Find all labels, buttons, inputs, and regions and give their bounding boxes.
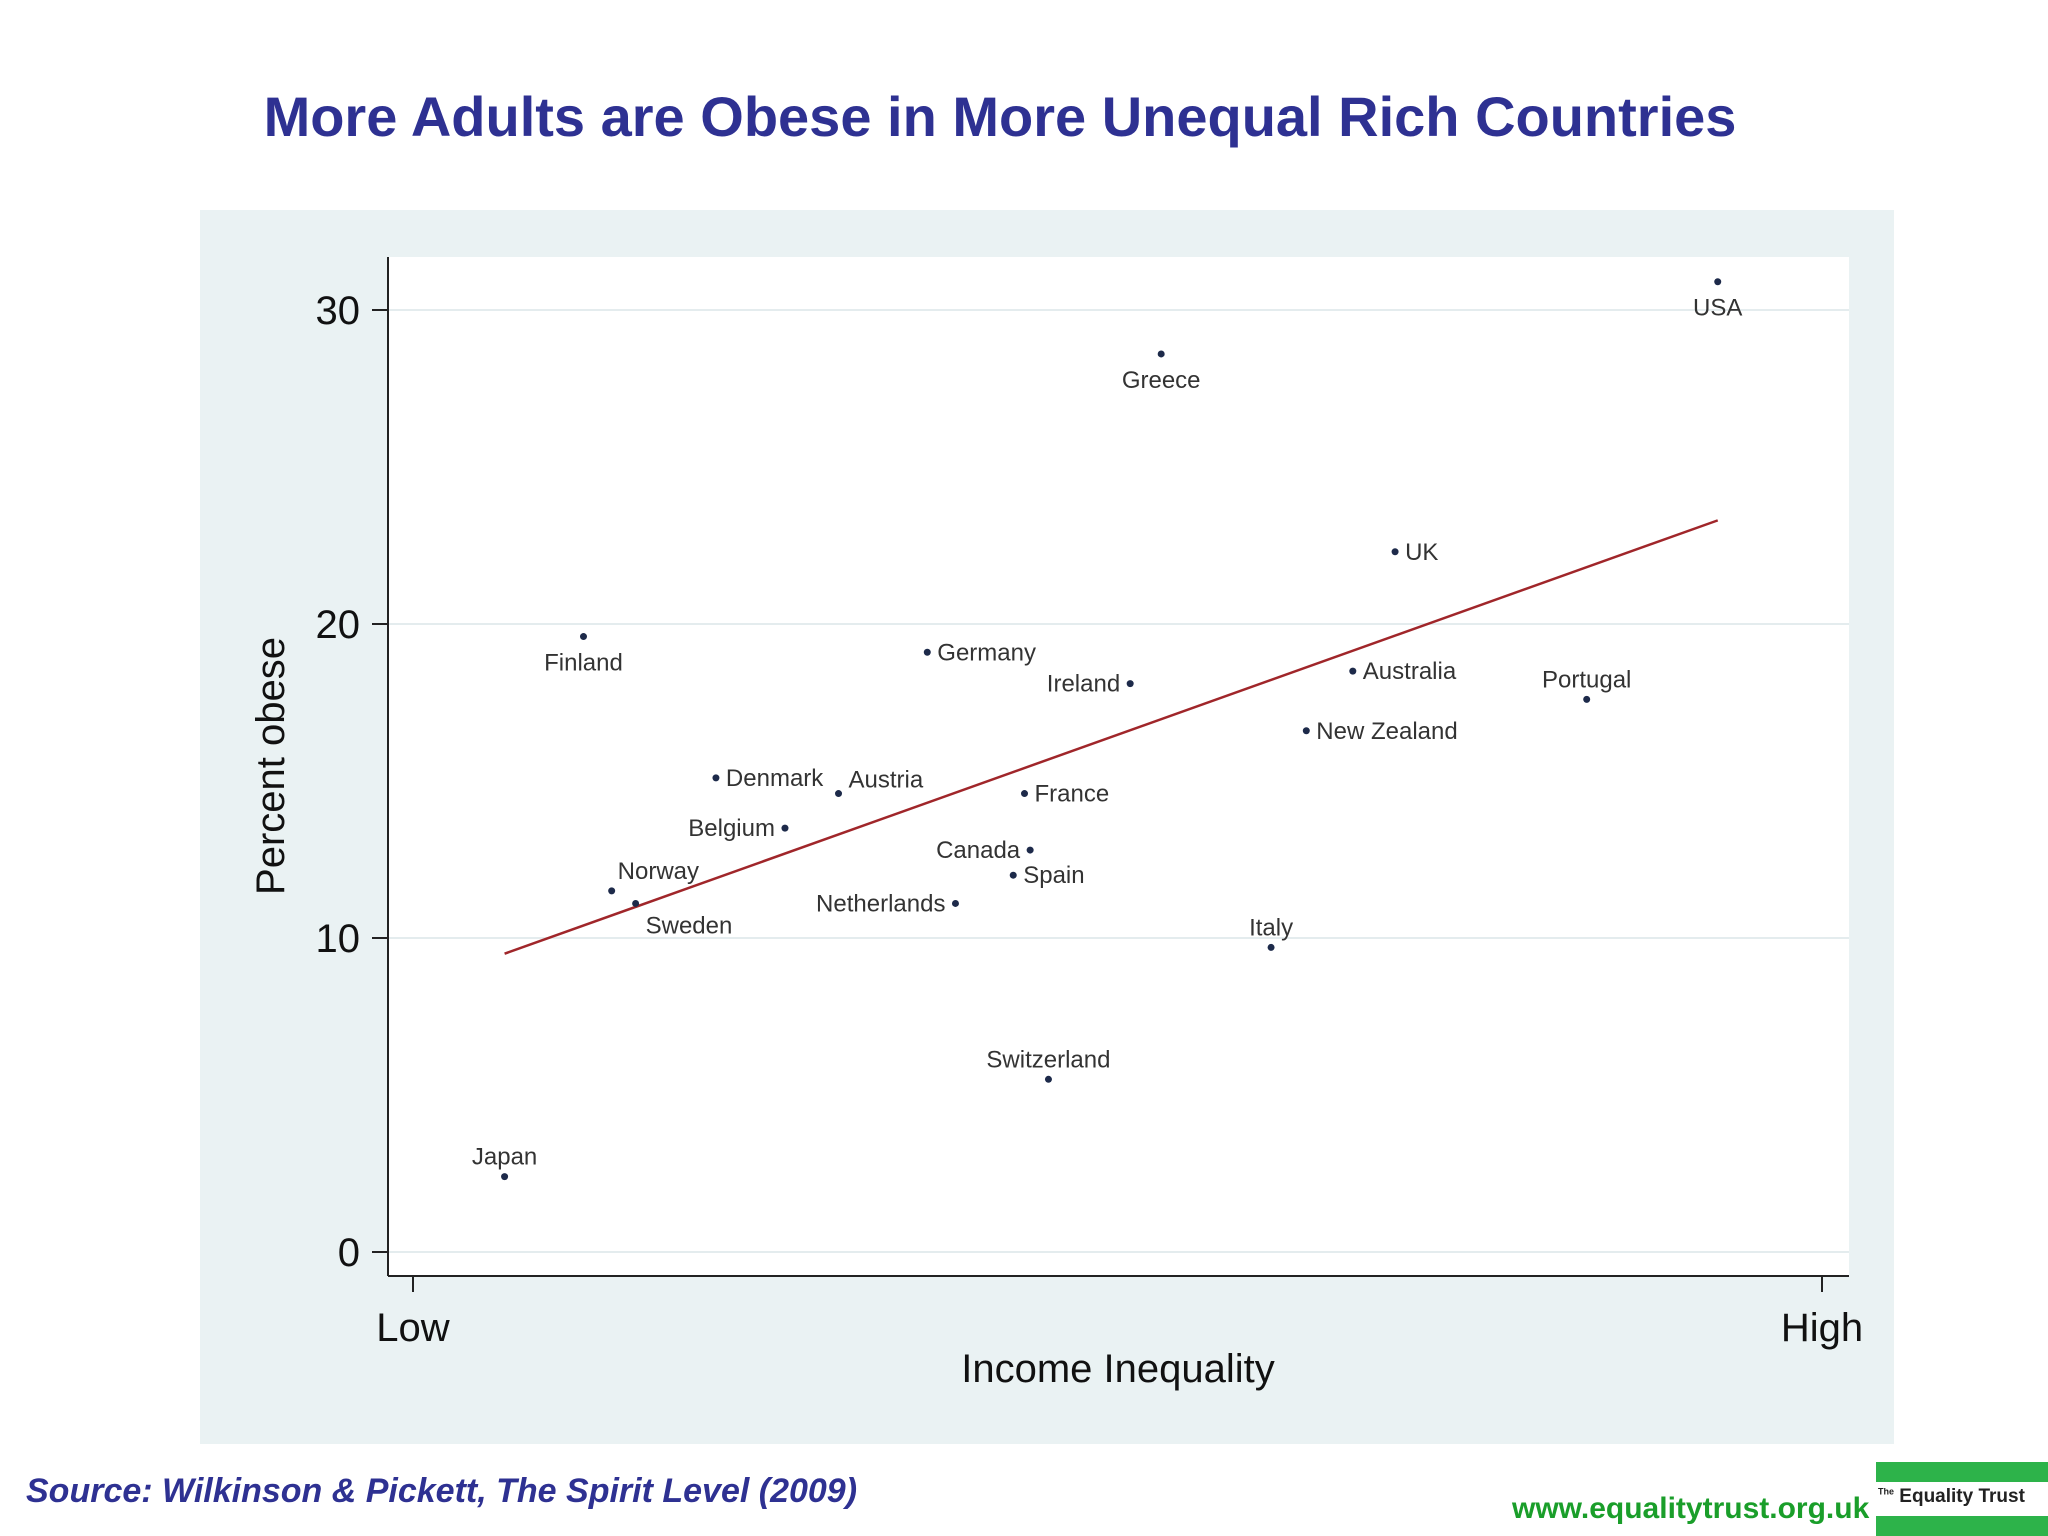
y-tick-label-10: 10: [316, 917, 361, 961]
point-usa: [1714, 278, 1722, 286]
point-label-norway: Norway: [618, 858, 699, 885]
ticks-layer: 0 10 20 30 Low High: [316, 289, 1864, 1350]
website-link[interactable]: www.equalitytrust.org.uk: [1512, 1492, 1870, 1525]
logo-name: Equality Trust: [1899, 1486, 2025, 1507]
point-label-usa: USA: [1693, 295, 1742, 322]
point-label-france: France: [1035, 781, 1110, 808]
point-belgium: [781, 824, 789, 832]
logo-top-bar: [1876, 1462, 2048, 1482]
point-australia: [1349, 667, 1357, 675]
point-sweden: [632, 899, 640, 907]
point-canada: [1026, 846, 1034, 854]
point-label-austria: Austria: [849, 767, 924, 794]
source-citation: Source: Wilkinson & Pickett, The Spirit …: [26, 1472, 858, 1510]
point-france: [1021, 790, 1029, 798]
point-label-finland: Finland: [544, 650, 623, 677]
y-tick-label-30: 30: [316, 289, 361, 333]
point-japan: [501, 1173, 509, 1181]
point-label-netherlands: Netherlands: [816, 890, 945, 917]
point-label-italy: Italy: [1249, 914, 1293, 941]
point-new-zealand: [1302, 727, 1310, 735]
logo-text: The Equality Trust: [1878, 1486, 2048, 1508]
point-austria: [835, 790, 843, 798]
x-tick-label-high: High: [1781, 1306, 1863, 1350]
grid-layer: [388, 309, 1849, 1253]
point-germany: [923, 648, 931, 656]
y-axis-label: Percent obese: [249, 637, 293, 895]
point-finland: [579, 633, 587, 641]
logo-bottom-bar: [1876, 1516, 2048, 1536]
y-tick-label-0: 0: [338, 1231, 360, 1275]
point-label-portugal: Portugal: [1542, 666, 1631, 693]
point-label-greece: Greece: [1122, 367, 1201, 394]
point-norway: [608, 887, 616, 895]
point-label-canada: Canada: [936, 837, 1021, 864]
point-switzerland: [1044, 1075, 1052, 1083]
point-label-japan: Japan: [472, 1144, 537, 1171]
x-tick-label-low: Low: [376, 1306, 449, 1350]
point-denmark: [712, 774, 720, 782]
point-spain: [1009, 871, 1017, 879]
point-netherlands: [951, 899, 959, 907]
point-label-australia: Australia: [1363, 658, 1457, 685]
logo-prefix: The: [1878, 1486, 1895, 1497]
point-uk: [1391, 548, 1399, 556]
point-label-spain: Spain: [1023, 862, 1084, 889]
scatter-chart: 0 10 20 30 Low High USA Greece UK Finland Germany…: [249, 257, 1864, 1391]
point-portugal: [1583, 695, 1591, 703]
point-label-sweden: Sweden: [646, 912, 733, 939]
x-axis-label: Income Inequality: [961, 1347, 1275, 1391]
point-label-switzerland: Switzerland: [986, 1046, 1110, 1073]
point-ireland: [1126, 680, 1134, 688]
chart-title: More Adults are Obese in More Unequal Ri…: [263, 85, 1737, 148]
point-label-belgium: Belgium: [688, 815, 775, 842]
y-tick-label-20: 20: [316, 603, 361, 647]
point-label-uk: UK: [1405, 539, 1438, 566]
point-label-denmark: Denmark: [726, 765, 824, 792]
point-label-ireland: Ireland: [1047, 671, 1120, 698]
chart-panel: 0 10 20 30 Low High USA Greece UK Finland Germany…: [200, 210, 1894, 1444]
point-label-germany: Germany: [937, 639, 1036, 666]
points-layer: USA Greece UK Finland Germany Ireland Australi…: [472, 278, 1742, 1181]
point-label-new-zealand: New Zealand: [1316, 718, 1457, 745]
point-greece: [1157, 350, 1165, 358]
plot-area: [388, 257, 1849, 1276]
point-italy: [1267, 943, 1275, 951]
trend-line: [504, 519, 1719, 955]
equality-trust-logo: The Equality Trust: [1876, 1462, 2048, 1536]
